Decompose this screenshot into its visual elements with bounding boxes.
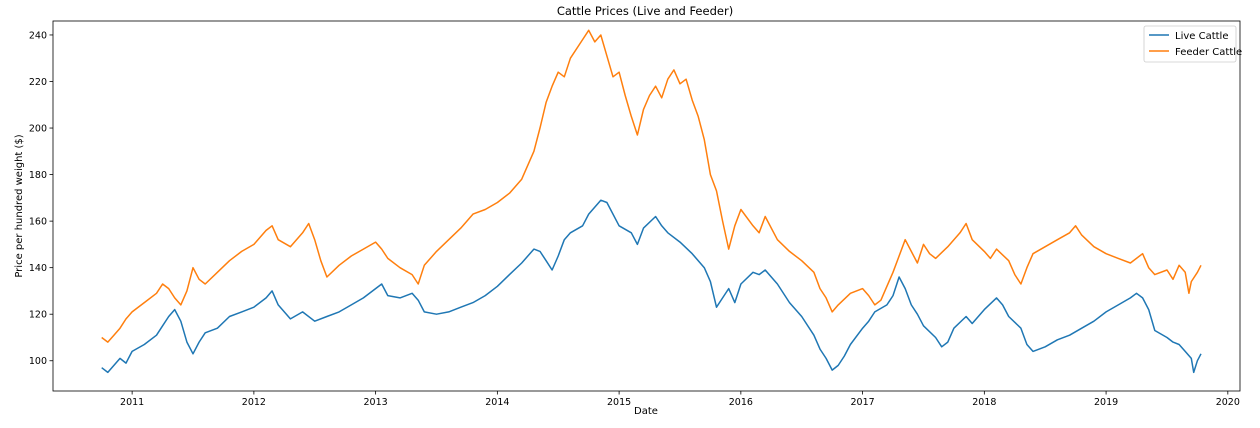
x-tick-label: 2018 <box>972 397 996 408</box>
x-axis: 2011 2012 2013 2014 2015 2016 2017 2018 2019 2020 <box>120 391 1240 408</box>
y-axis: 100 120 140 160 180 200 220 240 <box>29 30 53 367</box>
x-tick-label: 2012 <box>242 397 266 408</box>
series-lines <box>101 29 1202 374</box>
y-tick-label: 160 <box>29 217 47 228</box>
y-tick-label: 100 <box>29 356 47 367</box>
x-tick-label: 2014 <box>485 397 509 408</box>
y-tick-label: 120 <box>29 310 47 321</box>
plot-frame <box>52 20 1241 392</box>
chart-title: Cattle Prices (Live and Feeder) <box>557 4 733 18</box>
x-tick-label: 2015 <box>607 397 631 408</box>
x-tick-label: 2011 <box>120 397 144 408</box>
x-tick-label: 2019 <box>1094 397 1118 408</box>
legend-label-feeder-cattle: Feeder Cattle <box>1175 47 1242 58</box>
series-line-live-cattle <box>101 199 1202 374</box>
x-tick-label: 2020 <box>1216 397 1240 408</box>
x-tick-label: 2013 <box>364 397 388 408</box>
y-tick-label: 240 <box>29 30 47 41</box>
legend-label-live-cattle: Live Cattle <box>1175 31 1228 42</box>
y-axis-title: Price per hundred weight ($) <box>14 134 25 277</box>
y-tick-label: 140 <box>29 263 47 274</box>
x-tick-label: 2016 <box>729 397 753 408</box>
y-tick-label: 200 <box>29 124 47 135</box>
x-axis-title: Date <box>634 406 658 417</box>
y-tick-label: 220 <box>29 77 47 88</box>
legend: Live Cattle Feeder Cattle <box>1143 25 1242 63</box>
series-line-feeder-cattle <box>101 29 1202 343</box>
y-tick-label: 180 <box>29 170 47 181</box>
x-tick-label: 2017 <box>851 397 875 408</box>
